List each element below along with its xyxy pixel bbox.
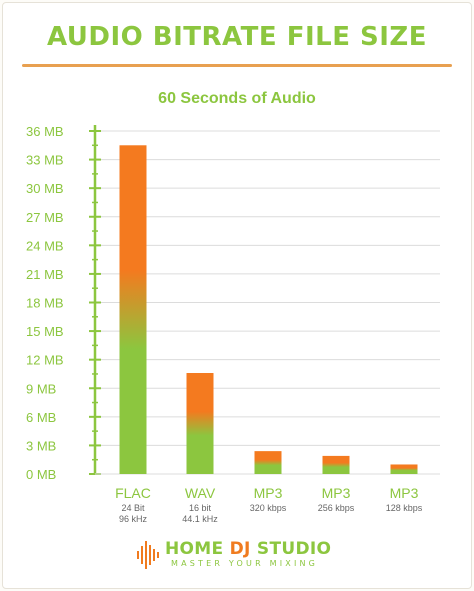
x-category-label: WAV [185,485,216,501]
y-tick-label: 24 MB [26,238,64,253]
x-category-detail: 128 kbps [386,503,423,513]
y-tick-label: 33 MB [26,153,64,168]
y-tick-label: 21 MB [26,267,64,282]
bar-mp3-4 [322,455,350,474]
waveform-icon [137,541,159,569]
bars [119,145,418,474]
x-category-label: FLAC [115,485,151,501]
y-axis: 0 MB 3 MB 6 MB 9 MB 12 MB 15 MB 18 MB 21 MB 24 M… [26,124,440,482]
x-category-detail: 24 Bit [121,503,145,513]
bar-wav-2 [186,373,214,474]
y-tick-label: 15 MB [26,324,64,339]
chart-subtitle: 60 Seconds of Audio [158,90,316,107]
brand-name-home: HOME [165,539,230,559]
x-category-detail: 44.1 kHz [182,514,218,524]
bar-flac-1 [119,145,147,474]
chart-title: AUDIO BITRATE FILE SIZE [46,22,428,52]
gridlines [95,130,440,475]
x-category-detail: 320 kbps [250,503,287,513]
x-category-detail: 96 kHz [119,514,148,524]
y-tick-label: 12 MB [26,353,64,368]
y-tick-label: 30 MB [26,181,64,196]
y-tick-label: 6 MB [26,410,56,425]
y-tick-label: 36 MB [26,124,64,139]
y-tick-label: 3 MB [26,438,56,453]
brand-tagline: MASTER YOUR MIXING [171,559,319,568]
y-tick-label: 18 MB [26,296,64,311]
x-category-detail: 256 kbps [318,503,355,513]
bar-chart: 0 MB 3 MB 6 MB 9 MB 12 MB 15 MB 18 MB 21 MB 24 M… [26,124,440,524]
brand-name: HOME DJ STUDIO [165,539,331,559]
brand-footer: HOME DJ STUDIO MASTER YOUR MIXING [0,537,474,573]
x-category-label: MP3 [322,485,351,501]
bar-mp3-5 [390,464,418,474]
brand-name-studio: STUDIO [250,539,332,559]
brand-name-dj: DJ [229,539,251,559]
y-tick-label: 27 MB [26,210,64,225]
x-category-detail: 16 bit [189,503,212,513]
y-tick-label: 9 MB [26,381,56,396]
x-category-label: MP3 [254,485,283,501]
title-underline [22,64,452,67]
x-category-label: MP3 [390,485,419,501]
y-tick-label: 0 MB [26,467,56,482]
bar-mp3-3 [254,451,282,474]
